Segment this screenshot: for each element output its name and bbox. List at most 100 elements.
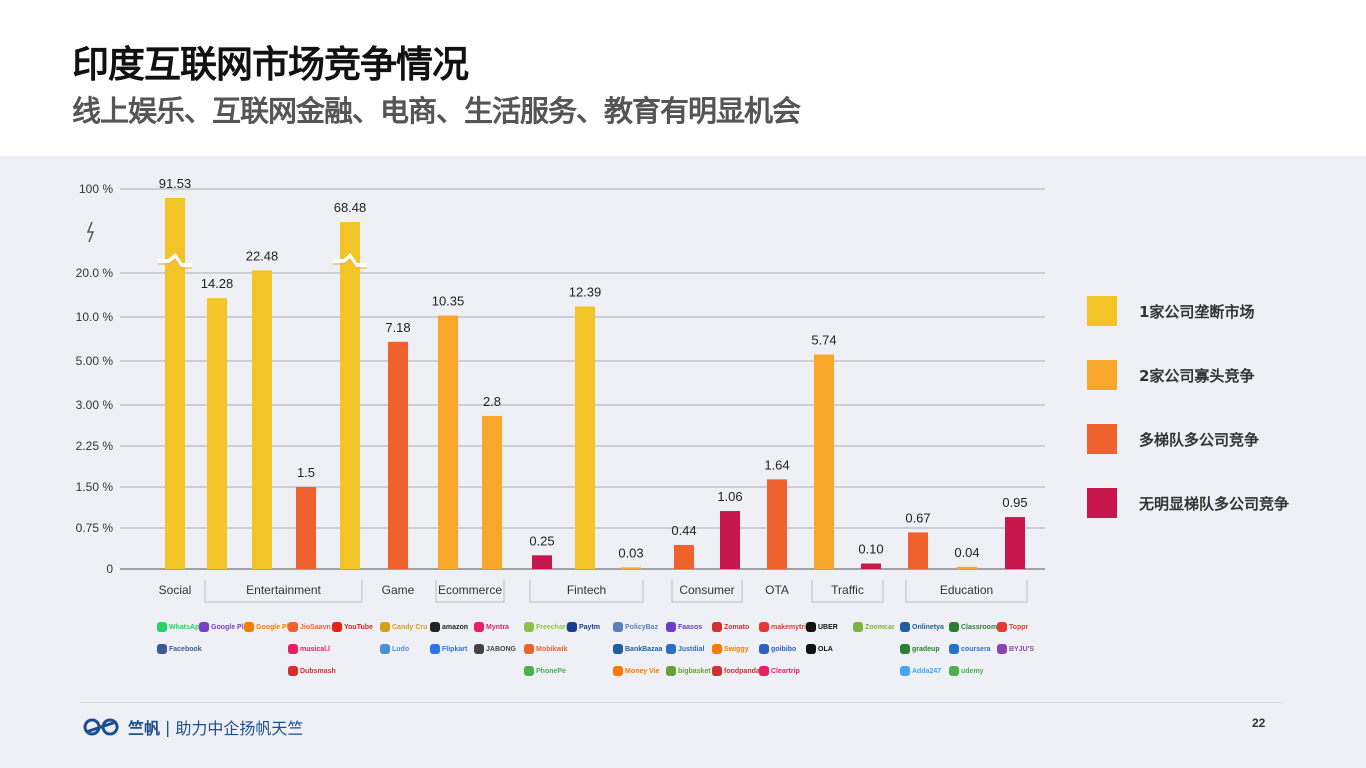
logo-mark-icon bbox=[900, 622, 910, 632]
category-label: Traffic bbox=[831, 583, 864, 597]
y-tick-label: 0.75 % bbox=[76, 521, 114, 535]
y-tick-label: 0 bbox=[106, 562, 113, 576]
company-logo: YouTube bbox=[332, 622, 373, 632]
company-logo: Money Vie bbox=[613, 666, 660, 676]
y-tick-label: 2.25 % bbox=[76, 439, 114, 453]
logo-mark-icon bbox=[288, 644, 298, 654]
company-logo: JioSaavn bbox=[288, 622, 331, 632]
company-logo: Freecharg bbox=[524, 622, 570, 632]
logo-text: Justdial bbox=[678, 645, 705, 653]
logo-text: Adda247 bbox=[912, 667, 942, 675]
y-tick-label: 100 % bbox=[79, 182, 113, 196]
bar-value-label: 91.53 bbox=[159, 176, 192, 191]
legend-item: 多梯队多公司竞争 bbox=[1087, 424, 1259, 454]
logo-mark-icon bbox=[997, 644, 1007, 654]
logo-text: BankBazaa bbox=[625, 645, 663, 653]
legend-item: 无明显梯队多公司竞争 bbox=[1087, 488, 1289, 518]
bar bbox=[207, 298, 227, 569]
page-number: 22 bbox=[1252, 716, 1266, 730]
header: 印度互联网市场竞争情况 线上娱乐、互联网金融、电商、生活服务、教育有明显机会 bbox=[0, 0, 1366, 156]
bar-value-label: 68.48 bbox=[334, 200, 367, 215]
logo-text: Cleartrip bbox=[771, 667, 800, 675]
category-label: Ecommerce bbox=[438, 583, 502, 597]
company-logo: Swiggy bbox=[712, 644, 749, 654]
logo-mark-icon bbox=[244, 622, 254, 632]
logo-mark-icon bbox=[157, 622, 167, 632]
legend-label: 2家公司寡头竞争 bbox=[1139, 366, 1255, 385]
company-logo: Toppr bbox=[997, 622, 1028, 632]
logo-text: udemy bbox=[961, 667, 984, 675]
logo-mark-icon bbox=[380, 622, 390, 632]
logo-mark-icon bbox=[759, 666, 769, 676]
logo-text: Ludo bbox=[392, 645, 410, 653]
bar bbox=[767, 479, 787, 569]
bar bbox=[482, 415, 502, 569]
y-tick-label: 3.00 % bbox=[76, 398, 114, 412]
company-logo: Adda247 bbox=[900, 666, 941, 676]
logo-mark-icon bbox=[806, 622, 816, 632]
logo-mark-icon bbox=[949, 622, 959, 632]
bar bbox=[575, 306, 595, 569]
company-logo: Flipkart bbox=[430, 644, 467, 654]
logo-mark-icon bbox=[524, 666, 534, 676]
brand-logo-icon bbox=[83, 718, 119, 736]
axis-break-mark bbox=[333, 258, 367, 269]
category-bracket bbox=[671, 580, 743, 603]
logo-text: Dubsmash bbox=[300, 667, 336, 675]
category-label: Entertainment bbox=[246, 583, 321, 597]
company-logo: Paytm bbox=[567, 622, 600, 632]
logo-mark-icon bbox=[900, 666, 910, 676]
bar bbox=[814, 354, 834, 569]
company-logo: Dubsmash bbox=[288, 666, 336, 676]
logo-text: Mobikwik bbox=[536, 645, 568, 653]
bar-value-label: 1.64 bbox=[764, 457, 789, 472]
bar-value-label: 0.44 bbox=[671, 523, 696, 538]
company-logo: Candy Cru bbox=[380, 622, 427, 632]
category-bracket bbox=[435, 580, 505, 603]
legend-label: 多梯队多公司竞争 bbox=[1139, 430, 1260, 449]
category-bracket bbox=[811, 580, 884, 603]
bar-value-label: 7.18 bbox=[385, 320, 410, 335]
logo-text: Paytm bbox=[579, 623, 601, 631]
logo-text: BYJU'S bbox=[1009, 645, 1035, 653]
bar bbox=[388, 341, 408, 569]
logo-mark-icon bbox=[613, 644, 623, 654]
category-bracket bbox=[905, 580, 1028, 603]
logo-text: Onlinetya bbox=[912, 623, 944, 631]
logo-mark-icon bbox=[806, 644, 816, 654]
logo-mark-icon bbox=[380, 644, 390, 654]
logo-mark-icon bbox=[949, 666, 959, 676]
company-logo: BYJU'S bbox=[997, 644, 1034, 654]
logo-text: Candy Cru bbox=[392, 623, 428, 631]
logo-mark-icon bbox=[712, 666, 722, 676]
legend-label: 无明显梯队多公司竞争 bbox=[1139, 494, 1290, 513]
logo-text: Google Pl bbox=[256, 623, 289, 631]
bar bbox=[438, 315, 458, 569]
logo-mark-icon bbox=[288, 622, 298, 632]
company-logo: PolicyBaz bbox=[613, 622, 658, 632]
company-logo: gradeup bbox=[900, 644, 940, 654]
logo-mark-icon bbox=[524, 622, 534, 632]
category-label: OTA bbox=[765, 583, 789, 597]
company-logo: goibibo bbox=[759, 644, 796, 654]
bar-value-label: 5.74 bbox=[811, 332, 836, 347]
brand-name: 竺帆 bbox=[128, 719, 161, 738]
bar bbox=[674, 544, 694, 569]
logo-text: coursera bbox=[961, 645, 991, 653]
logo-mark-icon bbox=[332, 622, 342, 632]
bar bbox=[720, 511, 740, 569]
company-logo: Myntra bbox=[474, 622, 509, 632]
company-logo: makemytri bbox=[759, 622, 806, 632]
y-tick-label: 10.0 % bbox=[76, 310, 114, 324]
company-logo: Google Pl bbox=[199, 622, 244, 632]
logo-text: gradeup bbox=[912, 645, 940, 653]
company-logo: coursera bbox=[949, 644, 991, 654]
logo-text: JioSaavn bbox=[300, 623, 331, 631]
logo-text: PolicyBaz bbox=[625, 623, 659, 631]
logo-text: Flipkart bbox=[442, 645, 468, 653]
company-logo: UBER bbox=[806, 622, 838, 632]
company-logo: PhonePe bbox=[524, 666, 566, 676]
company-logo: Zomato bbox=[712, 622, 749, 632]
bar bbox=[340, 222, 360, 569]
logo-mark-icon bbox=[567, 622, 577, 632]
